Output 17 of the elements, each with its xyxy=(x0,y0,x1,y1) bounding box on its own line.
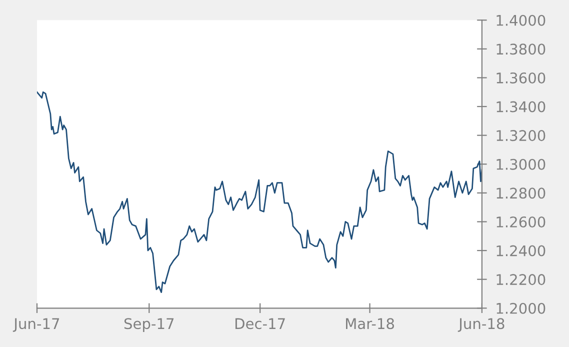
y-tick-label: 1.2200 xyxy=(496,274,546,286)
x-tick-label: Jun-18 xyxy=(458,318,504,332)
y-tick-label: 1.2600 xyxy=(496,216,546,228)
y-tick-label: 1.3600 xyxy=(496,72,546,84)
y-tick-label: 1.3000 xyxy=(496,158,546,170)
x-tick-label: Mar-18 xyxy=(346,318,394,330)
line-series xyxy=(36,91,482,293)
x-tick-label: Jun-17 xyxy=(12,318,60,332)
y-tick-label: 1.3200 xyxy=(496,130,546,142)
y-tick-label: 1.2000 xyxy=(496,302,546,314)
x-tick-label: Sep-17 xyxy=(124,318,174,332)
x-tick-label: Dec-17 xyxy=(235,318,285,330)
y-tick-label: 1.2400 xyxy=(496,245,546,256)
y-tick-label: 1.3400 xyxy=(496,101,546,112)
y-tick-label: 1.2800 xyxy=(496,188,546,199)
y-tick-label: 1.4000 xyxy=(496,14,546,26)
y-tick-label: 1.3800 xyxy=(496,44,546,55)
